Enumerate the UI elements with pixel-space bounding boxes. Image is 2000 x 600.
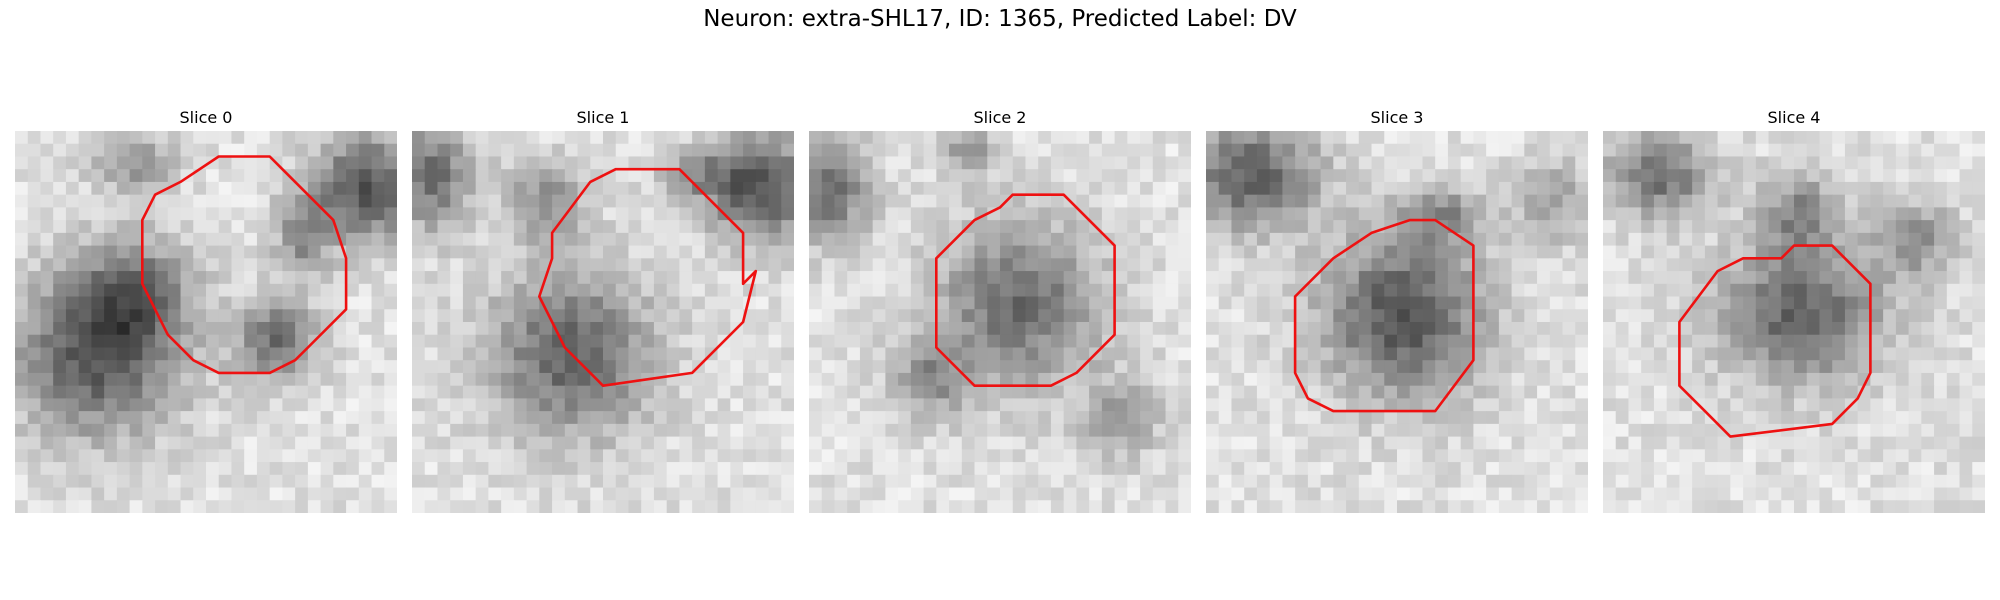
slice-panel-4: Slice 4 [1603, 105, 1985, 513]
neuron-contour [538, 167, 758, 387]
slice-image-2 [809, 131, 1191, 513]
neuron-contour [935, 193, 1116, 387]
slice-title-0: Slice 0 [179, 108, 233, 127]
slice-title-4: Slice 4 [1767, 108, 1821, 127]
figure-title: Neuron: extra-SHL17, ID: 1365, Predicted… [703, 6, 1297, 32]
slice-image-3 [1206, 131, 1588, 513]
slice-title-1: Slice 1 [576, 108, 630, 127]
slice-image-0 [15, 131, 397, 513]
slice-panel-2: Slice 2 [809, 105, 1191, 513]
slice-panel-3: Slice 3 [1206, 105, 1588, 513]
neuron-contour [1678, 244, 1872, 438]
neuron-contour [141, 155, 348, 375]
neuron-contour [1293, 218, 1475, 413]
slice-title-3: Slice 3 [1370, 108, 1424, 127]
slice-panel-1: Slice 1 [412, 105, 794, 513]
slice-image-1 [412, 131, 794, 513]
slice-title-2: Slice 2 [973, 108, 1027, 127]
slice-image-4 [1603, 131, 1985, 513]
slice-panel-0: Slice 0 [15, 105, 397, 513]
